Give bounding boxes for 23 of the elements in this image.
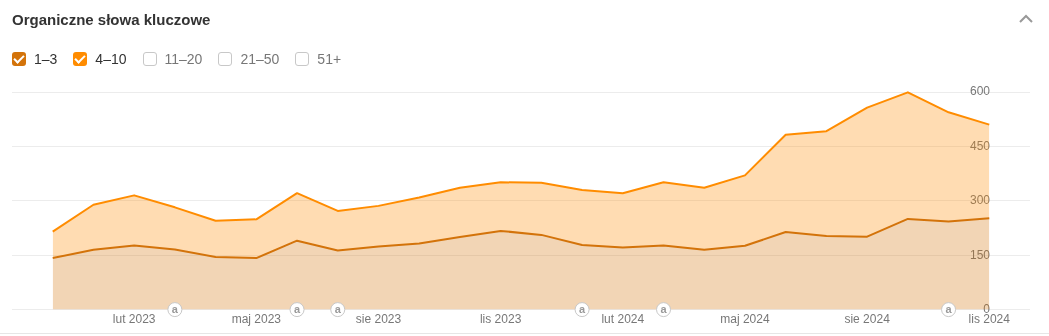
x-tick-label: sie 2023 — [355, 312, 402, 327]
annotation: a — [579, 302, 587, 315]
annotation: a — [171, 302, 179, 315]
x-tick-label: lis 2023 — [479, 312, 522, 327]
annotation: a — [660, 302, 668, 315]
x-tick-label: sie 2024 — [844, 312, 891, 327]
legend-label: 11–20 — [164, 51, 203, 67]
y-tick-label: 300 — [969, 193, 991, 208]
x-tick-label: lut 2024 — [601, 312, 645, 327]
x-tick-label: maj 2024 — [720, 312, 770, 327]
legend-label: 1–3 — [34, 51, 58, 67]
x-tick-label: lut 2023 — [112, 312, 156, 327]
annotation: a — [945, 302, 953, 315]
x-tick-label: maj 2023 — [231, 312, 282, 327]
y-tick-label: 600 — [969, 84, 991, 99]
y-tick-label: 450 — [969, 138, 991, 153]
chart-title: Organiczne słowa kluczowe — [12, 11, 211, 28]
legend-label: 51+ — [317, 51, 342, 67]
legend-label: 21–50 — [240, 51, 280, 67]
legend-label: 4–10 — [95, 51, 127, 67]
annotation: a — [334, 302, 342, 315]
y-tick-label: 150 — [969, 247, 991, 262]
annotation: a — [293, 302, 301, 315]
